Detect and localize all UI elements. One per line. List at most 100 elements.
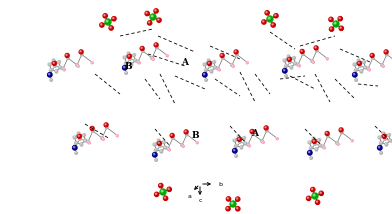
- Circle shape: [352, 73, 357, 77]
- Circle shape: [385, 53, 388, 56]
- Circle shape: [116, 135, 118, 137]
- Circle shape: [159, 145, 161, 147]
- Circle shape: [238, 138, 240, 139]
- Circle shape: [227, 198, 229, 199]
- Circle shape: [164, 197, 165, 198]
- Circle shape: [204, 70, 206, 72]
- Circle shape: [358, 60, 359, 61]
- Circle shape: [211, 72, 212, 73]
- Circle shape: [205, 68, 207, 71]
- Circle shape: [77, 132, 80, 135]
- Circle shape: [310, 147, 311, 148]
- Circle shape: [364, 60, 366, 62]
- Circle shape: [234, 146, 236, 148]
- Circle shape: [308, 150, 312, 155]
- Circle shape: [309, 141, 311, 144]
- Circle shape: [79, 138, 81, 140]
- Circle shape: [235, 145, 236, 146]
- Circle shape: [155, 44, 156, 45]
- Circle shape: [73, 136, 76, 139]
- Circle shape: [160, 150, 163, 153]
- Circle shape: [381, 64, 382, 65]
- Circle shape: [219, 69, 220, 70]
- Circle shape: [103, 14, 107, 18]
- Circle shape: [313, 140, 314, 141]
- Circle shape: [359, 65, 360, 66]
- Circle shape: [382, 65, 384, 67]
- Circle shape: [213, 61, 214, 62]
- Circle shape: [58, 61, 59, 62]
- Circle shape: [161, 152, 163, 153]
- Circle shape: [106, 127, 107, 128]
- Circle shape: [127, 54, 131, 58]
- Circle shape: [50, 68, 53, 71]
- Circle shape: [207, 61, 211, 65]
- Circle shape: [252, 133, 253, 134]
- Circle shape: [312, 137, 315, 140]
- Circle shape: [272, 24, 273, 25]
- Circle shape: [318, 139, 320, 142]
- Circle shape: [234, 139, 236, 142]
- Circle shape: [329, 27, 334, 31]
- Circle shape: [383, 132, 384, 133]
- Circle shape: [154, 192, 159, 196]
- Circle shape: [163, 196, 168, 201]
- Circle shape: [214, 60, 216, 62]
- Circle shape: [326, 132, 327, 134]
- Circle shape: [147, 21, 152, 25]
- Circle shape: [53, 60, 54, 61]
- Circle shape: [358, 62, 359, 63]
- Circle shape: [235, 51, 236, 52]
- Circle shape: [221, 54, 222, 55]
- Circle shape: [203, 63, 206, 66]
- Circle shape: [205, 79, 207, 81]
- Circle shape: [207, 59, 209, 60]
- Circle shape: [164, 146, 167, 149]
- Circle shape: [355, 69, 356, 70]
- Circle shape: [155, 159, 158, 161]
- Circle shape: [163, 141, 165, 144]
- Circle shape: [354, 70, 356, 72]
- Circle shape: [285, 75, 287, 77]
- Circle shape: [78, 132, 79, 133]
- Text: a: a: [188, 194, 192, 199]
- Circle shape: [59, 60, 61, 62]
- Circle shape: [336, 142, 338, 144]
- Circle shape: [109, 26, 113, 30]
- Circle shape: [389, 133, 391, 135]
- Circle shape: [354, 63, 356, 66]
- Circle shape: [185, 131, 186, 132]
- Circle shape: [105, 126, 108, 129]
- Circle shape: [320, 192, 321, 193]
- Circle shape: [372, 57, 374, 59]
- Circle shape: [363, 61, 364, 62]
- Circle shape: [52, 59, 55, 62]
- Circle shape: [363, 61, 365, 64]
- Circle shape: [91, 127, 92, 128]
- Circle shape: [64, 69, 65, 71]
- Circle shape: [321, 145, 322, 147]
- Circle shape: [372, 57, 373, 58]
- Circle shape: [382, 134, 386, 138]
- Text: B: B: [191, 131, 199, 141]
- Circle shape: [172, 137, 173, 138]
- Circle shape: [86, 140, 87, 141]
- Circle shape: [310, 157, 312, 159]
- Circle shape: [275, 15, 276, 16]
- Circle shape: [137, 60, 139, 63]
- Circle shape: [381, 64, 383, 66]
- Circle shape: [158, 19, 159, 20]
- Circle shape: [391, 140, 392, 141]
- Circle shape: [237, 137, 241, 141]
- Circle shape: [377, 136, 379, 138]
- Circle shape: [156, 47, 157, 48]
- Circle shape: [159, 183, 163, 188]
- Circle shape: [154, 9, 158, 13]
- Circle shape: [352, 63, 354, 65]
- Circle shape: [312, 188, 313, 190]
- Circle shape: [123, 56, 124, 58]
- Circle shape: [250, 129, 254, 134]
- Circle shape: [131, 65, 132, 66]
- Circle shape: [152, 143, 154, 145]
- Circle shape: [136, 60, 138, 62]
